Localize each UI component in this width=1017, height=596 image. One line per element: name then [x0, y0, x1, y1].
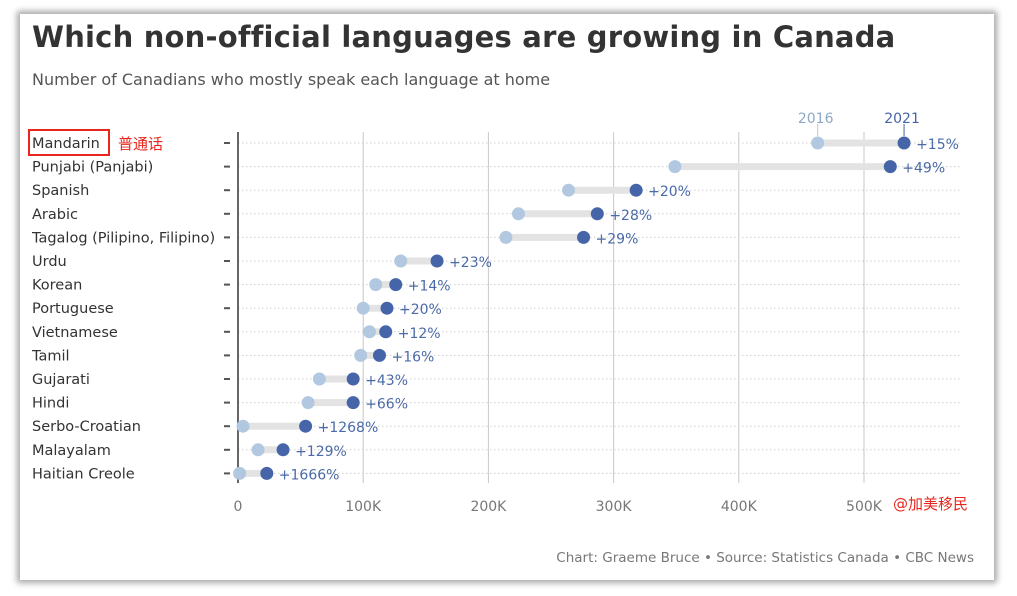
change-label: +49% — [902, 161, 945, 177]
point-2021 — [577, 230, 591, 244]
highlight-box — [28, 129, 110, 156]
legend-2016-label: 2016 — [798, 111, 834, 127]
point-2021 — [299, 419, 313, 433]
point-2016 — [251, 443, 265, 457]
change-label: +14% — [408, 279, 451, 295]
point-2021 — [379, 325, 393, 339]
mandarin-note: 普通话 — [118, 135, 163, 153]
point-2021 — [380, 301, 394, 315]
point-2021 — [590, 207, 604, 221]
point-2021 — [883, 160, 897, 174]
change-label: +28% — [609, 208, 652, 224]
point-2021 — [897, 136, 911, 150]
category-label: Korean — [32, 278, 82, 294]
category-label: Malayalam — [32, 443, 111, 459]
year-legend: 2016 2021 — [798, 111, 920, 136]
change-label: +43% — [365, 373, 408, 389]
point-2021 — [346, 372, 360, 386]
chart-card: Which non-official languages are growing… — [20, 14, 994, 580]
axis-layer: 0 100K 200K 300K 400K 500K — [224, 132, 883, 515]
x-tick-label: 100K — [345, 499, 382, 515]
point-2021 — [430, 254, 444, 268]
category-label: Spanish — [32, 183, 89, 199]
annotation-layer: 普通话 @加美移民 — [28, 129, 968, 513]
category-label: Tagalog (Pilipino, Filipino) — [31, 230, 215, 246]
category-label: Punjabi (Panjabi) — [32, 160, 153, 176]
category-label: Hindi — [32, 396, 69, 412]
change-label: +66% — [365, 397, 408, 413]
change-label: +15% — [916, 137, 959, 153]
point-2016 — [356, 301, 370, 315]
point-2016 — [369, 278, 383, 292]
point-2016 — [236, 419, 250, 433]
category-label: Portuguese — [32, 301, 114, 317]
point-2016 — [811, 136, 825, 150]
point-2016 — [312, 372, 326, 386]
change-label: +129% — [295, 444, 347, 460]
x-tick-label: 300K — [596, 499, 633, 515]
change-label: +1268% — [318, 420, 379, 436]
category-label: Arabic — [32, 207, 78, 223]
chart-footer: Chart: Graeme Bruce • Source: Statistics… — [556, 550, 974, 566]
x-tick-label: 500K — [846, 499, 883, 515]
chart-title: Which non-official languages are growing… — [32, 20, 896, 54]
category-label: Tamil — [31, 348, 70, 364]
point-2021 — [276, 443, 290, 457]
category-labels: Mandarin Punjabi (Panjabi) Spanish Arabic Ta… — [31, 136, 215, 482]
point-2021 — [389, 278, 403, 292]
dumbbell-marks: +15% +49% +20% +28% +29% +23% +14% +20% +12% +16%… — [233, 136, 959, 483]
category-label: Haitian Creole — [32, 466, 135, 482]
change-label: +20% — [399, 302, 442, 318]
point-2021 — [629, 183, 643, 197]
point-2016 — [301, 396, 315, 410]
point-2016 — [362, 325, 376, 339]
point-2016 — [499, 230, 513, 244]
change-label: +12% — [398, 326, 441, 342]
chart-subtitle: Number of Canadians who mostly speak eac… — [32, 70, 551, 89]
point-2016 — [233, 466, 247, 480]
point-2016 — [354, 348, 368, 362]
category-label: Gujarati — [32, 372, 90, 388]
change-label: +20% — [648, 184, 691, 200]
point-2021 — [260, 466, 274, 480]
change-label: +16% — [391, 349, 434, 365]
watermark: @加美移民 — [893, 495, 968, 513]
change-label: +29% — [596, 231, 639, 247]
category-label: Vietnamese — [32, 325, 118, 341]
point-2016 — [394, 254, 408, 268]
category-label: Urdu — [32, 254, 67, 270]
x-tick-label: 0 — [234, 499, 243, 515]
point-2016 — [668, 160, 682, 174]
point-2021 — [346, 396, 360, 410]
change-label: +23% — [449, 255, 492, 271]
point-2021 — [372, 348, 386, 362]
legend-2021-label: 2021 — [884, 111, 920, 127]
x-tick-label: 200K — [470, 499, 507, 515]
dumbbell-chart: 0 100K 200K 300K 400K 500K Mandarin Punjabi (P… — [28, 111, 968, 515]
x-tick-label: 400K — [721, 499, 758, 515]
category-label: Serbo-Croatian — [32, 419, 141, 435]
point-2016 — [562, 183, 576, 197]
category-label: Mandarin — [32, 136, 100, 152]
change-label: +1666% — [279, 467, 340, 483]
point-2016 — [511, 207, 525, 221]
